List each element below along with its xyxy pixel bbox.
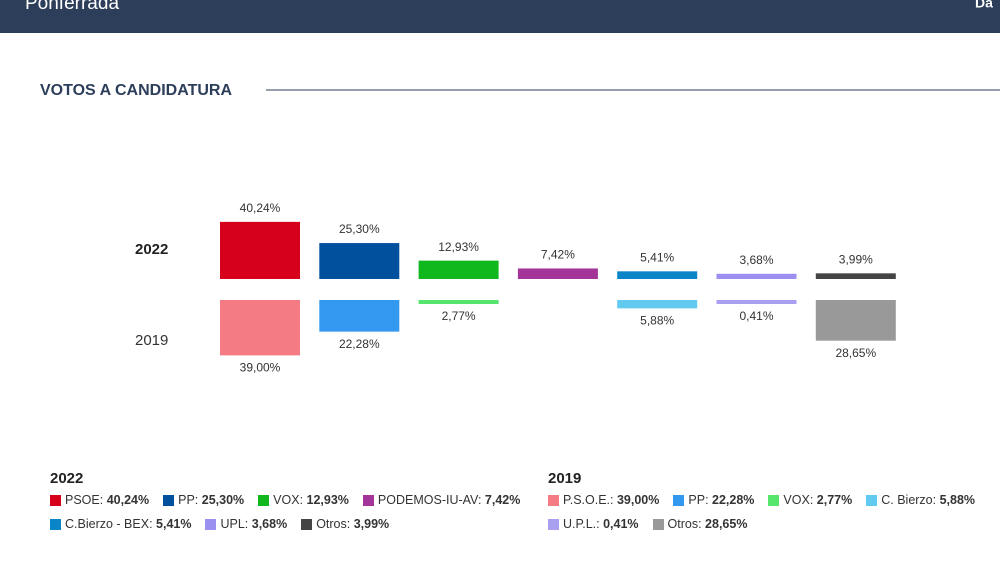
value-label: 3,99% [839,253,873,267]
legend-item: C. Bierzo5,88% [866,493,975,507]
legend-name: C. Bierzo [881,493,939,507]
legend-value: 28,65% [705,517,748,531]
bar [220,300,300,356]
value-label: 5,88% [640,314,674,328]
legend-swatch [163,494,175,506]
legend-item: P.S.O.E.39,00% [548,493,659,507]
legend-item: C.Bierzo - BEX5,41% [50,517,191,531]
value-label: 2,77% [442,309,476,323]
legend-item: VOX2,77% [768,493,852,507]
year-label: 2019 [135,332,168,349]
bar [815,300,896,341]
legend-swatch [50,518,61,530]
legend-value: 22,28% [712,493,755,507]
bar [815,273,896,279]
year-label: 2022 [135,241,168,258]
legend-value: 25,30% [201,493,245,507]
header-title: Ponferrada [25,0,119,14]
legend-items: P.S.O.E.39,00% PP22,28% VOX2,77% C. Bierzo5… [548,493,1000,531]
value-label: 12,93% [438,240,479,254]
legend-title: 2022 [50,470,84,487]
value-label: 7,42% [541,248,575,262]
value-label: 3,68% [739,253,773,267]
value-label: 28,65% [835,346,876,360]
legend-name: Otros [316,517,354,531]
legend-value: 39,00% [616,493,660,507]
legend-value: 0,41% [603,517,639,531]
section-title: VOTOS A CANDIDATURA [40,82,232,99]
legend-swatch [362,494,374,506]
legend-value: 2,77% [816,493,853,507]
legend-item: VOX12,93% [258,493,349,507]
value-label: 39,00% [240,361,281,375]
legend-name: Otros [668,517,706,531]
legend-name: PP [178,493,202,507]
value-label: 25,30% [339,222,380,236]
value-label: 22,28% [339,337,380,351]
legend-2022: 2022 PSOE40,24% PP25,30% VOX12,93% PODEMOS-I… [50,470,540,531]
bar [716,300,797,304]
legend-swatch [673,494,685,506]
legend-value: 3,99% [353,517,390,531]
legend-swatch [50,494,61,506]
bar [418,300,499,304]
legend-swatch [205,518,217,530]
legend-value: 12,93% [306,493,349,507]
legend-name: UPL [220,517,251,531]
bar [319,243,400,279]
header-right: Da [975,0,993,11]
legend-item: Otros3,99% [301,517,389,531]
legend-item: PODEMOS-IU-AV7,42% [362,493,521,507]
legend-2019: 2019 P.S.O.E.39,00% PP22,28% VOX2,77% C. Bie… [548,470,1000,531]
value-label: 40,24% [240,201,281,215]
legend-item: PP22,28% [673,493,754,507]
bar [517,268,598,279]
legend-name: PP [688,493,712,507]
bar [716,273,797,279]
legend-swatch [548,518,559,530]
bar [220,221,300,279]
legend-item: Otros28,65% [652,517,748,531]
bar [319,300,400,332]
value-label: 5,41% [640,250,674,264]
legend-title: 2019 [548,470,582,487]
legend-name: VOX [273,493,306,507]
legend-value: 3,68% [251,517,288,531]
legend-item: PP25,30% [163,493,244,507]
bar [617,271,698,279]
legend-name: VOX [783,493,816,507]
legend-swatch [652,518,664,530]
legend-item: PSOE40,24% [50,493,149,507]
legend-name: C.Bierzo - BEX [65,517,156,531]
legend-value: 7,42% [484,493,521,507]
header-bar [0,0,1000,33]
legend-items: PSOE40,24% PP25,30% VOX12,93% PODEMOS-IU-AV… [50,493,540,531]
legend-swatch [768,494,780,506]
legend-item: U.P.L.0,41% [548,517,639,531]
bar [617,300,698,309]
legend-item: UPL3,68% [205,517,287,531]
legend-value: 5,41% [156,517,192,531]
legend-value: 40,24% [106,493,150,507]
legend-value: 5,88% [939,493,976,507]
chart: Ponferrada Da VOTOS A CANDIDATURA 2022 40… [0,0,1000,375]
legend-swatch [866,494,878,506]
legend-name: U.P.L. [563,517,603,531]
legend-name: P.S.O.E. [563,493,617,507]
value-label: 0,41% [739,309,773,323]
legend-swatch [548,494,559,506]
legend-name: PSOE [65,493,107,507]
legend-name: PODEMOS-IU-AV [378,493,485,507]
legend-swatch [301,518,313,530]
bar [418,260,499,279]
legend-swatch [258,494,270,506]
